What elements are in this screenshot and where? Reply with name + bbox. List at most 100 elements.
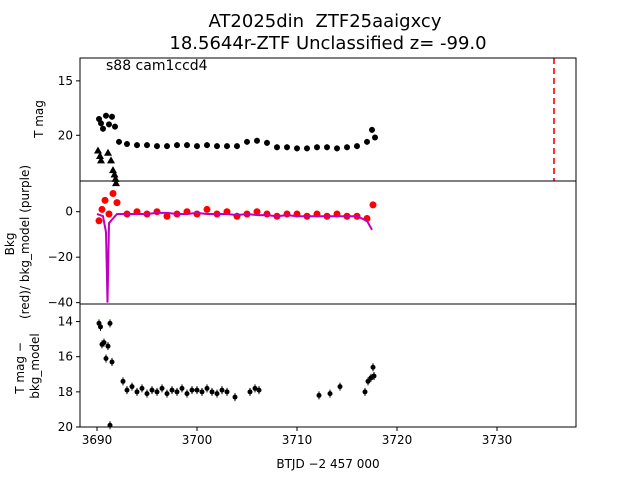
data-point	[369, 126, 375, 133]
y-tick-label: 20	[58, 420, 73, 434]
panel-top-ylabel: T mag	[32, 100, 46, 139]
upper-limit-marker	[112, 179, 120, 187]
data-point	[144, 391, 150, 397]
panel-middle: Bkg (red)/ bkg_model (purple)	[3, 165, 577, 319]
annotation-sector-camera: s88 cam1ccd4	[106, 58, 208, 74]
data-point	[139, 385, 145, 391]
bkg-point	[203, 205, 211, 213]
figure-title-line2: 18.5644r-ZTF Unclassified z= -99.0	[169, 33, 486, 54]
data-point	[219, 387, 225, 393]
x-tick-label: 3720	[382, 433, 413, 447]
data-point	[224, 143, 230, 150]
x-tick-label: 3690	[82, 433, 113, 447]
data-point	[316, 392, 322, 398]
data-point	[184, 391, 190, 397]
upper-limit-marker	[107, 156, 115, 164]
upper-limit-marker	[104, 148, 112, 156]
y-tick-label: −20	[48, 250, 73, 264]
y-tick-label: 14	[58, 315, 73, 329]
data-point	[304, 145, 310, 152]
x-tick-label: 3710	[282, 433, 313, 447]
bkg-point	[253, 208, 261, 216]
bkg-point	[233, 212, 241, 220]
data-point	[354, 143, 360, 150]
y-tick-label: 15	[58, 74, 73, 88]
bkg-point	[95, 217, 103, 225]
data-point	[120, 378, 126, 384]
data-point	[184, 142, 190, 149]
data-point	[194, 387, 200, 393]
upper-limit-marker	[96, 151, 104, 159]
data-point	[107, 320, 113, 326]
data-point	[274, 144, 280, 151]
data-point	[105, 343, 111, 349]
x-axis-label: BTJD −2 457 000	[276, 457, 379, 471]
x-tick-label: 3700	[182, 433, 213, 447]
data-point	[224, 389, 230, 395]
bkg-model-line	[96, 211, 373, 303]
y-tick-label: −40	[48, 296, 73, 310]
data-point	[204, 142, 210, 149]
panel-bottom-frame	[79, 303, 577, 428]
data-point	[116, 138, 122, 145]
data-point	[124, 387, 130, 393]
data-point	[174, 389, 180, 395]
data-point	[164, 143, 170, 150]
data-point	[214, 391, 220, 397]
data-point	[370, 364, 376, 370]
data-point	[134, 389, 140, 395]
upper-limit-marker	[94, 146, 102, 154]
bkg-point	[109, 190, 117, 198]
data-point	[256, 387, 262, 393]
bkg-point	[163, 212, 171, 220]
data-point	[344, 144, 350, 151]
data-point	[189, 387, 195, 393]
bkg-point	[153, 208, 161, 216]
upper-limit-marker	[111, 174, 120, 182]
data-point	[327, 391, 333, 397]
data-point	[365, 378, 371, 384]
data-point	[284, 144, 290, 151]
y-tick-label: 18	[58, 385, 73, 399]
data-point	[204, 385, 210, 391]
data-point	[174, 142, 180, 149]
data-point	[106, 121, 112, 128]
data-point	[362, 389, 368, 395]
data-point	[371, 373, 377, 379]
data-point	[294, 145, 300, 152]
y-tick-label: 20	[58, 128, 73, 142]
data-point	[159, 385, 165, 391]
data-point	[179, 385, 185, 391]
data-point	[109, 113, 115, 120]
bkg-point	[113, 199, 121, 207]
data-point	[103, 355, 109, 361]
data-point	[334, 145, 340, 152]
data-point	[154, 389, 160, 395]
data-point	[364, 138, 370, 145]
data-point	[264, 139, 270, 146]
upper-limit-marker	[109, 166, 117, 174]
data-point	[209, 389, 215, 395]
data-point	[144, 142, 150, 149]
data-point	[101, 340, 107, 346]
bkg-point	[283, 210, 291, 218]
data-point	[244, 138, 250, 145]
panel-top-frame	[79, 57, 577, 182]
data-point	[164, 391, 170, 397]
figure-title-line1: AT2025din ZTF25aaigxcy	[209, 11, 442, 32]
panel-bottom-ylabel: T mag − bkg_model	[13, 333, 42, 399]
x-tick-label: 3730	[482, 433, 513, 447]
bkg-point	[98, 205, 106, 213]
data-point	[103, 112, 109, 119]
upper-limit-marker	[97, 156, 105, 164]
panel-bottom: T mag − bkg_model	[13, 303, 577, 430]
data-point	[234, 143, 240, 150]
bkg-point	[105, 210, 113, 218]
data-point	[134, 142, 140, 149]
data-point	[214, 143, 220, 150]
data-point	[129, 384, 135, 390]
panel-middle-ylabel: Bkg (red)/ bkg_model (purple)	[3, 165, 32, 319]
data-point	[252, 385, 258, 391]
y-tick-label: 0	[65, 205, 73, 219]
